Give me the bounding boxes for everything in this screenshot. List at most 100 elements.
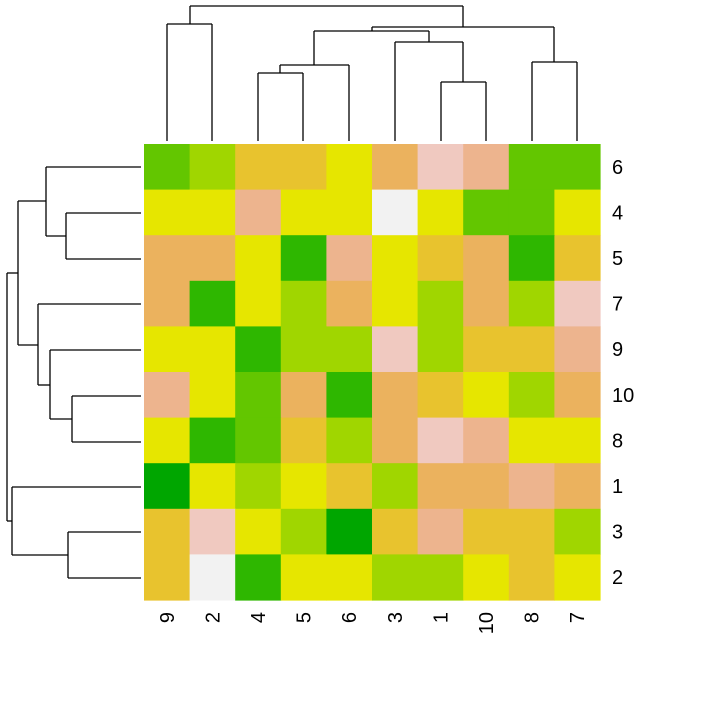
heatmap-cells — [144, 144, 601, 601]
heatmap-cell — [326, 372, 373, 419]
heatmap-cell — [508, 144, 555, 191]
heatmap-cell — [554, 280, 601, 327]
heatmap-cell — [417, 235, 464, 282]
heatmap-cell — [508, 326, 555, 373]
heatmap-cell — [189, 463, 236, 510]
column-label: 6 — [339, 612, 361, 623]
heatmap-cell — [508, 554, 555, 601]
heatmap-cell — [189, 372, 236, 419]
heatmap-cell — [372, 417, 419, 464]
heatmap-cell — [189, 235, 236, 282]
heatmap-cell — [235, 235, 282, 282]
heatmap-cell — [463, 508, 510, 555]
heatmap-cell — [463, 554, 510, 601]
row-label: 6 — [612, 157, 623, 179]
heatmap-cell — [508, 189, 555, 236]
heatmap-cell — [235, 326, 282, 373]
heatmap-cell — [189, 417, 236, 464]
heatmap-cell — [280, 417, 327, 464]
heatmap-cell — [463, 280, 510, 327]
heatmap-cell — [417, 508, 464, 555]
heatmap-cell — [280, 508, 327, 555]
row-labels: 6 4 5 7 9 10 8 1 3 2 — [612, 157, 634, 589]
row-label: 5 — [612, 248, 623, 270]
heatmap-cell — [144, 417, 191, 464]
row-label: 7 — [612, 294, 623, 316]
column-label: 10 — [476, 612, 498, 634]
heatmap-cell — [326, 189, 373, 236]
heatmap-cell — [554, 189, 601, 236]
heatmap-cell — [235, 508, 282, 555]
heatmap-cell — [508, 463, 555, 510]
column-label: 5 — [294, 612, 316, 623]
heatmap-cell — [189, 280, 236, 327]
heatmap-cell — [372, 280, 419, 327]
heatmap-cell — [280, 280, 327, 327]
heatmap-cell — [417, 189, 464, 236]
column-label: 7 — [567, 612, 589, 623]
heatmap-cell — [463, 417, 510, 464]
heatmap-cell — [554, 144, 601, 191]
heatmap-cell — [554, 417, 601, 464]
heatmap-cell — [463, 372, 510, 419]
heatmap-cell — [280, 189, 327, 236]
heatmap-cell — [508, 508, 555, 555]
column-label: 9 — [157, 612, 179, 623]
heatmap-cell — [326, 463, 373, 510]
heatmap-cell — [235, 417, 282, 464]
heatmap-cell — [463, 235, 510, 282]
heatmap-cell — [280, 372, 327, 419]
column-label: 3 — [385, 612, 407, 623]
heatmap-cell — [417, 144, 464, 191]
heatmap-cell — [554, 235, 601, 282]
row-label: 1 — [612, 476, 623, 498]
heatmap-cell — [189, 508, 236, 555]
heatmap-cell — [144, 372, 191, 419]
heatmap-cell — [144, 554, 191, 601]
row-label: 10 — [612, 385, 634, 407]
heatmap-cell — [235, 372, 282, 419]
heatmap-cell — [554, 463, 601, 510]
heatmap-cell — [554, 554, 601, 601]
heatmap-cell — [189, 554, 236, 601]
heatmap-cell — [463, 144, 510, 191]
heatmap-cell — [508, 280, 555, 327]
heatmap-cell — [508, 417, 555, 464]
heatmap-cell — [235, 280, 282, 327]
heatmap-cell — [326, 144, 373, 191]
column-dendrogram — [166, 5, 578, 141]
heatmap-cell — [280, 144, 327, 191]
heatmap-cell — [235, 189, 282, 236]
heatmap-cell — [189, 189, 236, 236]
heatmap-cell — [326, 554, 373, 601]
heatmap-cell — [280, 235, 327, 282]
heatmap-cell — [144, 280, 191, 327]
heatmap-cell — [372, 235, 419, 282]
row-label: 2 — [612, 567, 623, 589]
row-label: 3 — [612, 522, 623, 544]
heatmap-cell — [144, 235, 191, 282]
heatmap-cell — [417, 280, 464, 327]
column-label: 1 — [430, 612, 452, 623]
row-dendrogram — [6, 166, 141, 579]
heatmap-cell — [372, 326, 419, 373]
heatmap-cell — [280, 554, 327, 601]
heatmap-cell — [235, 554, 282, 601]
heatmap-cell — [326, 235, 373, 282]
heatmap-cell — [144, 508, 191, 555]
heatmap-cell — [326, 508, 373, 555]
heatmap-cell — [189, 326, 236, 373]
heatmap-cell — [326, 326, 373, 373]
row-label: 4 — [612, 202, 623, 224]
row-label: 8 — [612, 430, 623, 452]
heatmap-cell — [144, 463, 191, 510]
heatmap-cell — [144, 189, 191, 236]
heatmap-cell — [372, 508, 419, 555]
heatmap-cell — [372, 372, 419, 419]
heatmap-cell — [372, 554, 419, 601]
heatmap-cell — [463, 463, 510, 510]
heatmap-cell — [508, 235, 555, 282]
heatmap-cell — [554, 372, 601, 419]
heatmap-cell — [235, 144, 282, 191]
